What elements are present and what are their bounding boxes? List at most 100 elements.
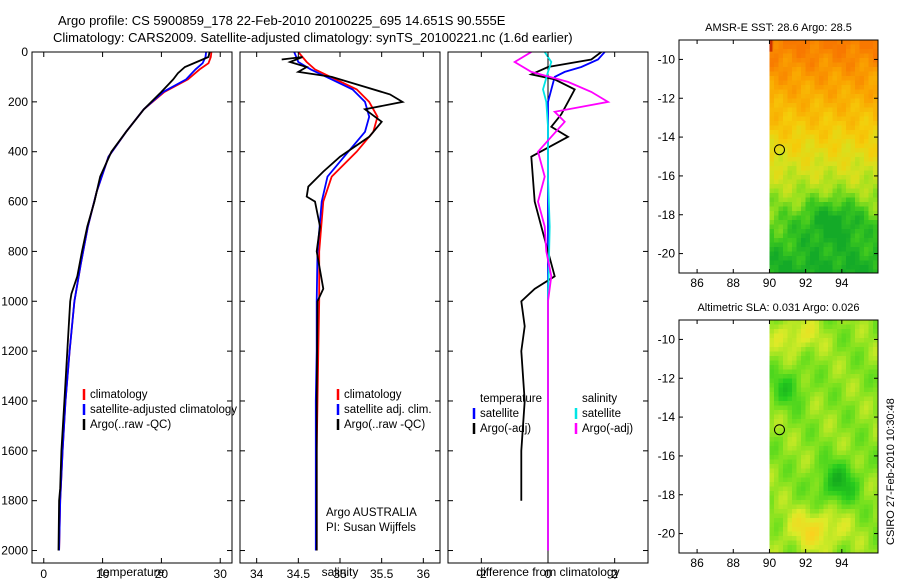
map-cell (864, 423, 869, 429)
map-cell (850, 473, 856, 478)
map-cell (828, 125, 833, 131)
map-cell (850, 320, 856, 325)
map-cell (810, 356, 815, 361)
map-cell (805, 71, 811, 77)
map-cell (841, 545, 847, 550)
map-cell (769, 238, 775, 243)
map-cell (823, 193, 829, 198)
map-cell (810, 432, 815, 438)
map-cell (846, 49, 851, 54)
map-cell (814, 233, 820, 239)
map-cell (774, 107, 779, 113)
map-cell (828, 527, 833, 532)
map-cell (837, 495, 842, 501)
map-cell (846, 473, 851, 478)
map-cell (792, 504, 797, 510)
map-cell (846, 513, 851, 519)
map-cell (796, 148, 802, 153)
map-cell (814, 166, 820, 171)
map-cell (774, 396, 779, 402)
map-cell (774, 486, 779, 492)
map-cell (774, 482, 779, 487)
map-cell (819, 76, 824, 81)
map-cell (819, 71, 824, 77)
map-cell (859, 459, 865, 465)
map-cell (859, 58, 865, 63)
map-cell (841, 202, 847, 207)
map-cell (774, 527, 779, 532)
map-cell (814, 130, 820, 135)
map-cell (873, 324, 878, 330)
map-cell (783, 139, 788, 144)
map-cell (805, 374, 811, 379)
map-cell (805, 383, 811, 388)
map-cell (774, 170, 779, 176)
map-cell (837, 143, 842, 149)
map-cell (828, 468, 833, 474)
map-cell (805, 338, 811, 343)
map-cell (828, 540, 833, 546)
map-cell (796, 98, 802, 104)
map-cell (792, 85, 797, 90)
map-cell (864, 527, 869, 532)
map-cell (859, 157, 865, 162)
map-cell (864, 513, 869, 519)
map-cell (801, 211, 806, 216)
map-cell (787, 247, 793, 252)
map-cell (823, 410, 829, 415)
map-cell (778, 365, 784, 370)
map-cell (828, 423, 833, 429)
map-cell (769, 486, 775, 492)
map-cell (787, 103, 793, 108)
map-cell (859, 482, 865, 487)
map-cell (769, 464, 775, 469)
map-cell (778, 148, 784, 153)
map-cell (859, 238, 865, 243)
map-cell (850, 446, 856, 451)
map-cell (864, 491, 869, 496)
map-cell (864, 486, 869, 492)
map-cell (823, 53, 829, 59)
map-cell (769, 468, 775, 474)
map-cell (823, 513, 829, 519)
map-cell (792, 62, 797, 68)
map-cell (859, 531, 865, 537)
map-cell (864, 229, 869, 234)
map-cell (783, 338, 788, 343)
map-cell (796, 459, 802, 465)
map-cell (828, 242, 833, 248)
map-cell (859, 446, 865, 451)
map-cell (859, 369, 865, 375)
map-cell (810, 450, 815, 456)
map-cell (819, 356, 824, 361)
map-cell (850, 518, 856, 523)
map-cell (778, 338, 784, 343)
map-cell (868, 134, 874, 140)
map-cell (783, 80, 788, 86)
map-cell (873, 188, 878, 194)
map-cell (823, 369, 829, 375)
map-cell (819, 197, 824, 203)
map-cell (792, 229, 797, 234)
map-cell (850, 401, 856, 406)
map-cell (814, 269, 820, 273)
map-cell (805, 211, 811, 216)
map-cell (787, 531, 793, 537)
map-cell (801, 351, 806, 357)
map-cell (846, 148, 851, 153)
map-cell (801, 527, 806, 532)
map-cell (841, 175, 847, 180)
map-cell (769, 455, 775, 460)
map-cell (810, 107, 815, 113)
map-cell (774, 405, 779, 411)
map-cell (868, 103, 874, 108)
map-cell (850, 206, 856, 212)
map-cell (873, 369, 878, 375)
map-cell (769, 170, 775, 176)
map-cell (801, 410, 806, 415)
map-cell (801, 206, 806, 212)
map-cell (846, 495, 851, 501)
map-cell (850, 360, 856, 366)
map-cell (873, 202, 878, 207)
map-cell (850, 53, 856, 59)
